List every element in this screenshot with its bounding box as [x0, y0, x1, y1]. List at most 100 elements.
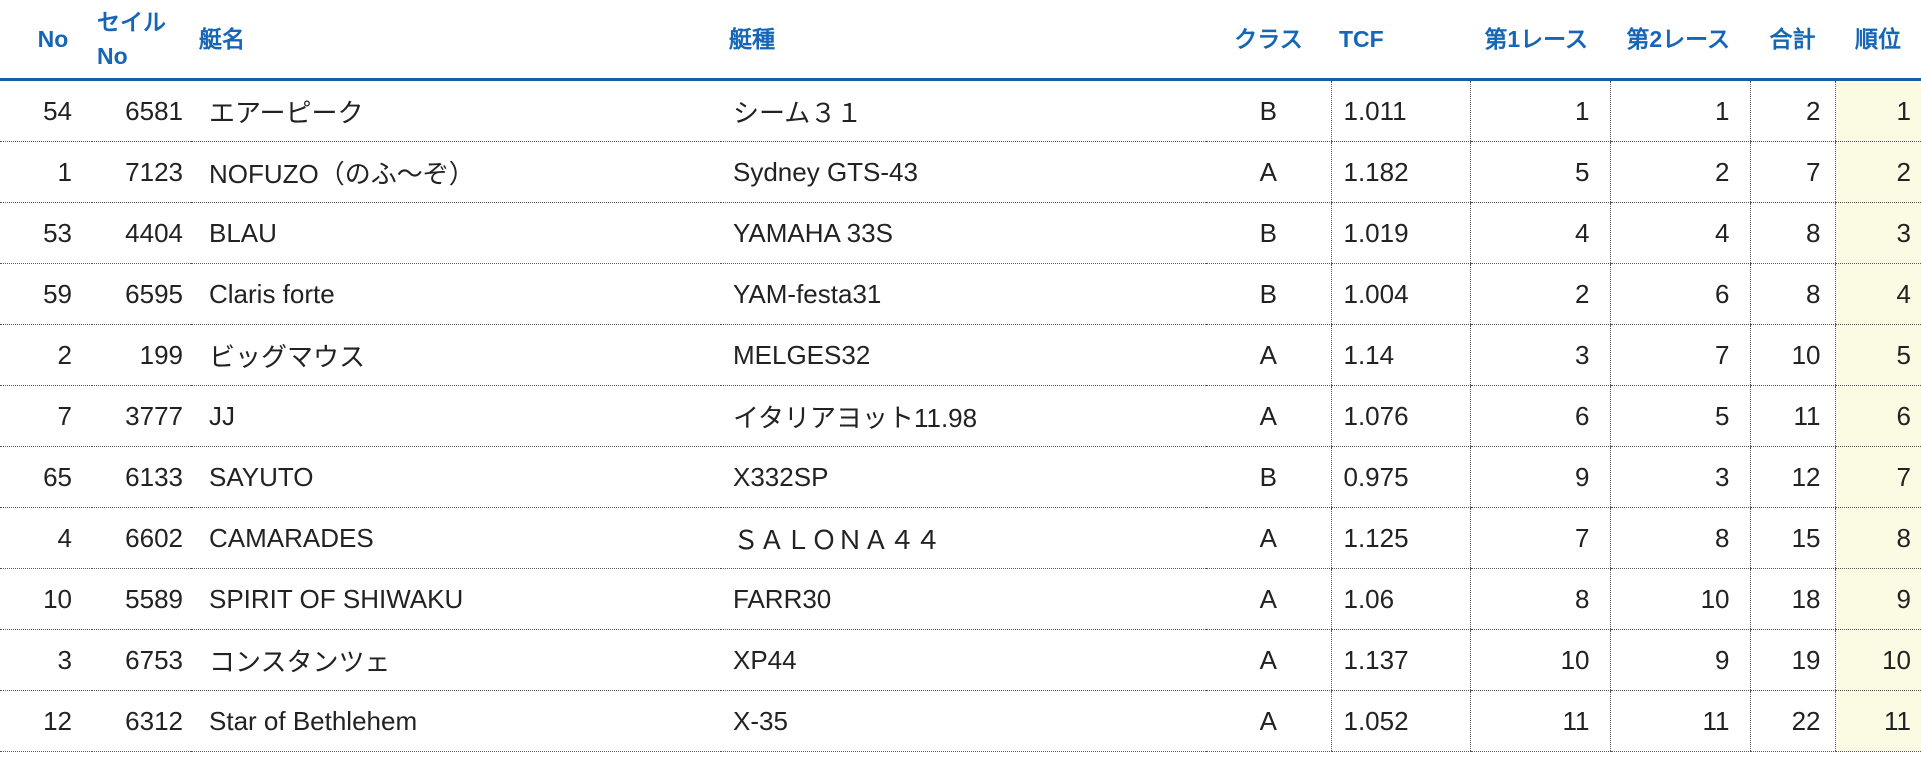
cell-boat-type: ＳＡＬＯＮＡ４４: [721, 507, 1206, 569]
cell-race2: 8: [1609, 507, 1750, 569]
cell-race1: 6: [1469, 385, 1610, 447]
cell-boat-name: JJ: [191, 385, 721, 447]
cell-boat-type: X-35: [721, 690, 1206, 752]
cell-sail-no: 5589: [92, 568, 191, 630]
cell-total: 18: [1749, 568, 1835, 630]
cell-sail-no: 3777: [92, 385, 191, 447]
cell-sail-no: 6581: [92, 79, 191, 142]
cell-class: B: [1206, 446, 1331, 508]
cell-boat-name: CAMARADES: [191, 507, 721, 569]
cell-no: 59: [0, 263, 92, 325]
cell-boat-name: エアーピーク: [191, 79, 721, 142]
cell-tcf: 1.182: [1330, 141, 1470, 203]
cell-race2: 11: [1609, 690, 1750, 752]
cell-race1: 5: [1469, 141, 1610, 203]
header-boat-name: 艇名: [191, 0, 721, 81]
cell-rank: 11: [1834, 690, 1921, 752]
cell-class: A: [1206, 141, 1331, 203]
cell-boat-name: BLAU: [191, 202, 721, 264]
table-row: 2 199 ビッグマウス MELGES32 A 1.14 3 7 10 5: [0, 324, 1921, 386]
header-no: No: [0, 0, 92, 81]
cell-total: 8: [1749, 202, 1835, 264]
cell-no: 3: [0, 629, 92, 691]
race-results-table: No セイル No 艇名 艇種 クラス TCF 第1レース 第2レース 合計 順…: [0, 0, 1921, 752]
cell-tcf: 1.14: [1330, 324, 1470, 386]
cell-rank: 6: [1834, 385, 1921, 447]
cell-no: 53: [0, 202, 92, 264]
cell-race1: 10: [1469, 629, 1610, 691]
cell-tcf: 1.019: [1330, 202, 1470, 264]
cell-race2: 3: [1609, 446, 1750, 508]
cell-class: B: [1206, 263, 1331, 325]
cell-tcf: 1.06: [1330, 568, 1470, 630]
cell-boat-type: シーム３１: [721, 79, 1206, 142]
cell-rank: 5: [1834, 324, 1921, 386]
header-class: クラス: [1206, 0, 1331, 81]
cell-sail-no: 199: [92, 324, 191, 386]
cell-rank: 10: [1834, 629, 1921, 691]
table-row: 4 6602 CAMARADES ＳＡＬＯＮＡ４４ A 1.125 7 8 15…: [0, 507, 1921, 569]
cell-boat-type: XP44: [721, 629, 1206, 691]
table-row: 12 6312 Star of Bethlehem X-35 A 1.052 1…: [0, 690, 1921, 752]
cell-boat-name: コンスタンツェ: [191, 629, 721, 691]
cell-tcf: 1.125: [1330, 507, 1470, 569]
cell-tcf: 0.975: [1330, 446, 1470, 508]
cell-total: 22: [1749, 690, 1835, 752]
table-row: 65 6133 SAYUTO X332SP B 0.975 9 3 12 7: [0, 446, 1921, 508]
cell-race2: 1: [1609, 79, 1750, 142]
cell-boat-name: Star of Bethlehem: [191, 690, 721, 752]
cell-no: 65: [0, 446, 92, 508]
cell-no: 12: [0, 690, 92, 752]
header-total: 合計: [1750, 0, 1835, 81]
cell-tcf: 1.004: [1330, 263, 1470, 325]
header-sail-no-line2: No: [97, 43, 128, 69]
cell-class: A: [1206, 507, 1331, 569]
cell-race1: 8: [1469, 568, 1610, 630]
cell-tcf: 1.076: [1330, 385, 1470, 447]
cell-race2: 6: [1609, 263, 1750, 325]
cell-boat-name: SPIRIT OF SHIWAKU: [191, 568, 721, 630]
cell-race2: 9: [1609, 629, 1750, 691]
cell-race1: 9: [1469, 446, 1610, 508]
cell-sail-no: 6753: [92, 629, 191, 691]
cell-sail-no: 6312: [92, 690, 191, 752]
cell-boat-name: ビッグマウス: [191, 324, 721, 386]
header-boat-type: 艇種: [721, 0, 1206, 81]
cell-rank: 7: [1834, 446, 1921, 508]
cell-no: 1: [0, 141, 92, 203]
table-row: 3 6753 コンスタンツェ XP44 A 1.137 10 9 19 10: [0, 629, 1921, 691]
cell-total: 11: [1749, 385, 1835, 447]
cell-no: 2: [0, 324, 92, 386]
cell-no: 7: [0, 385, 92, 447]
cell-race1: 1: [1469, 79, 1610, 142]
header-sail-no-line1: セイル: [97, 9, 166, 35]
cell-race1: 11: [1469, 690, 1610, 752]
cell-class: A: [1206, 568, 1331, 630]
cell-boat-type: YAMAHA 33S: [721, 202, 1206, 264]
cell-no: 54: [0, 79, 92, 142]
cell-total: 12: [1749, 446, 1835, 508]
cell-rank: 9: [1834, 568, 1921, 630]
cell-race1: 3: [1469, 324, 1610, 386]
cell-race1: 4: [1469, 202, 1610, 264]
cell-total: 10: [1749, 324, 1835, 386]
cell-total: 15: [1749, 507, 1835, 569]
cell-boat-type: X332SP: [721, 446, 1206, 508]
cell-boat-name: Claris forte: [191, 263, 721, 325]
cell-boat-name: NOFUZO（のふ〜ぞ）: [191, 141, 721, 203]
table-row: 1 7123 NOFUZO（のふ〜ぞ） Sydney GTS-43 A 1.18…: [0, 141, 1921, 203]
cell-total: 2: [1749, 79, 1835, 142]
table-row: 59 6595 Claris forte YAM-festa31 B 1.004…: [0, 263, 1921, 325]
cell-rank: 1: [1834, 79, 1921, 142]
table-row: 53 4404 BLAU YAMAHA 33S B 1.019 4 4 8 3: [0, 202, 1921, 264]
cell-sail-no: 6133: [92, 446, 191, 508]
cell-race2: 5: [1609, 385, 1750, 447]
cell-race1: 7: [1469, 507, 1610, 569]
cell-rank: 4: [1834, 263, 1921, 325]
table-header: No セイル No 艇名 艇種 クラス TCF 第1レース 第2レース 合計 順…: [0, 0, 1921, 81]
cell-boat-type: YAM-festa31: [721, 263, 1206, 325]
header-race2: 第2レース: [1610, 0, 1750, 81]
header-rank: 順位: [1835, 0, 1921, 81]
cell-boat-name: SAYUTO: [191, 446, 721, 508]
cell-class: B: [1206, 79, 1331, 142]
